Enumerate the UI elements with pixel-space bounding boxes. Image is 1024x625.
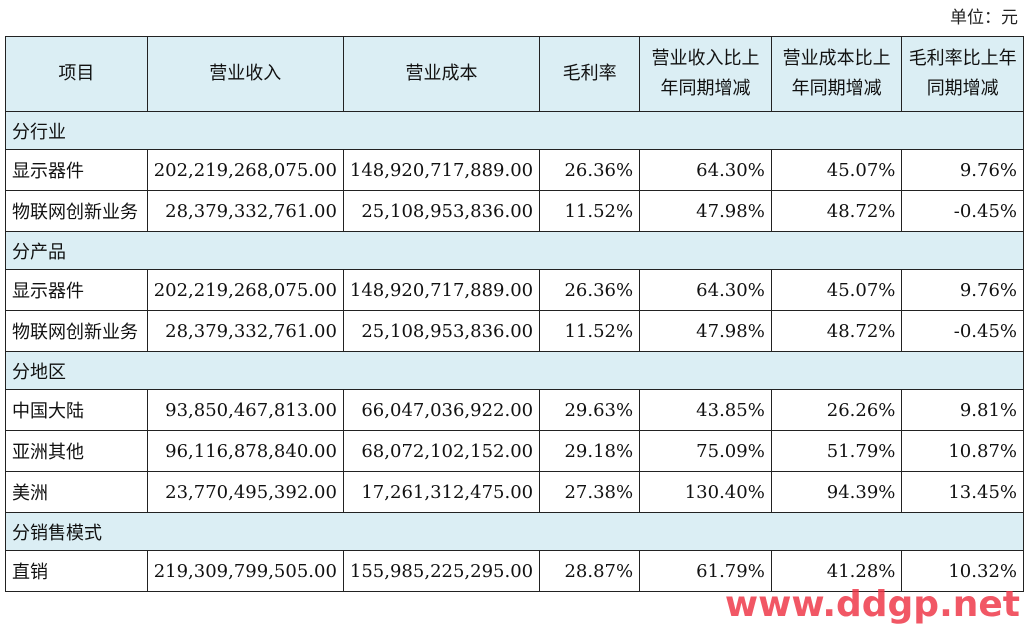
revenue-yoy-cell: 47.98% [639, 190, 772, 232]
cost-yoy-cell: 51.79% [770, 430, 903, 472]
cost-cell: 17,261,312,475.00 [342, 471, 541, 513]
section-row: 分地区 [5, 351, 1024, 390]
table-row: 亚洲其他 96,116,878,840.00 68,072,102,152.00 29… [5, 430, 1024, 472]
section-title: 分行业 [5, 111, 1024, 150]
header-item: 项目 [5, 36, 148, 112]
gross-margin-cell: 26.36% [539, 269, 641, 311]
margin-yoy-cell: 13.45% [901, 471, 1024, 513]
revenue-yoy-cell: 130.40% [639, 471, 772, 513]
header-revenue: 营业收入 [146, 36, 344, 112]
revenue-yoy-cell: 75.09% [639, 430, 772, 472]
cost-yoy-cell: 26.26% [770, 389, 903, 431]
gross-margin-cell: 28.87% [539, 550, 641, 592]
unit-label: 单位：元 [950, 8, 1018, 28]
cost-yoy-cell: 94.39% [770, 471, 903, 513]
table-row: 中国大陆 93,850,467,813.00 66,047,036,922.00 29… [5, 389, 1024, 431]
gross-margin-cell: 11.52% [539, 190, 641, 232]
revenue-cell: 93,850,467,813.00 [146, 389, 344, 431]
margin-yoy-cell: 9.76% [901, 149, 1024, 191]
revenue-cell: 96,116,878,840.00 [146, 430, 344, 472]
margin-yoy-cell: 9.76% [901, 269, 1024, 311]
header-margin-yoy: 毛利率比上年同期增减 [901, 36, 1024, 112]
revenue-yoy-cell: 64.30% [639, 149, 772, 191]
cost-cell: 148,920,717,889.00 [342, 269, 541, 311]
revenue-breakdown-table: 项目 营业收入 营业成本 毛利率 营业收入比上年同期增减 营业成本比上年同期增减… [5, 36, 1024, 592]
margin-yoy-cell: -0.45% [901, 310, 1024, 352]
item-name-cell: 亚洲其他 [5, 430, 148, 472]
table-row: 物联网创新业务 28,379,332,761.00 25,108,953,836.0… [5, 310, 1024, 352]
margin-yoy-cell: 10.87% [901, 430, 1024, 472]
revenue-cell: 28,379,332,761.00 [146, 310, 344, 352]
header-revenue-yoy: 营业收入比上年同期增减 [639, 36, 772, 112]
gross-margin-cell: 29.63% [539, 389, 641, 431]
revenue-cell: 28,379,332,761.00 [146, 190, 344, 232]
gross-margin-cell: 26.36% [539, 149, 641, 191]
revenue-cell: 202,219,268,075.00 [146, 149, 344, 191]
cost-yoy-cell: 48.72% [770, 310, 903, 352]
section-row: 分产品 [5, 231, 1024, 270]
header-cost-yoy: 营业成本比上年同期增减 [770, 36, 903, 112]
table-row: 直销 219,309,799,505.00 155,985,225,295.00 28… [5, 550, 1024, 592]
header-cost: 营业成本 [342, 36, 541, 112]
cost-yoy-cell: 48.72% [770, 190, 903, 232]
item-name-cell: 美洲 [5, 471, 148, 513]
cost-yoy-cell: 45.07% [770, 149, 903, 191]
cost-yoy-cell: 45.07% [770, 269, 903, 311]
revenue-cell: 219,309,799,505.00 [146, 550, 344, 592]
gross-margin-cell: 11.52% [539, 310, 641, 352]
cost-cell: 25,108,953,836.00 [342, 190, 541, 232]
section-row: 分销售模式 [5, 512, 1024, 551]
cost-cell: 155,985,225,295.00 [342, 550, 541, 592]
revenue-cell: 202,219,268,075.00 [146, 269, 344, 311]
header-gross-margin: 毛利率 [539, 36, 641, 112]
table-row: 美洲 23,770,495,392.00 17,261,312,475.00 27.3… [5, 471, 1024, 513]
cost-cell: 25,108,953,836.00 [342, 310, 541, 352]
watermark: www.ddgp.net [724, 584, 1020, 625]
cost-cell: 148,920,717,889.00 [342, 149, 541, 191]
item-name-cell: 中国大陆 [5, 389, 148, 431]
margin-yoy-cell: 9.81% [901, 389, 1024, 431]
item-name-cell: 显示器件 [5, 149, 148, 191]
margin-yoy-cell: -0.45% [901, 190, 1024, 232]
item-name-cell: 物联网创新业务 [5, 310, 148, 352]
section-row: 分行业 [5, 111, 1024, 150]
item-name-cell: 物联网创新业务 [5, 190, 148, 232]
table-row: 物联网创新业务 28,379,332,761.00 25,108,953,836.0… [5, 190, 1024, 232]
item-name-cell: 显示器件 [5, 269, 148, 311]
cost-cell: 68,072,102,152.00 [342, 430, 541, 472]
revenue-yoy-cell: 47.98% [639, 310, 772, 352]
section-title: 分销售模式 [5, 512, 1024, 551]
revenue-yoy-cell: 43.85% [639, 389, 772, 431]
margin-yoy-cell: 10.32% [901, 550, 1024, 592]
table-row: 显示器件 202,219,268,075.00 148,920,717,889.00… [5, 149, 1024, 191]
cost-cell: 66,047,036,922.00 [342, 389, 541, 431]
gross-margin-cell: 27.38% [539, 471, 641, 513]
section-title: 分产品 [5, 231, 1024, 270]
section-title: 分地区 [5, 351, 1024, 390]
item-name-cell: 直销 [5, 550, 148, 592]
revenue-yoy-cell: 64.30% [639, 269, 772, 311]
revenue-yoy-cell: 61.79% [639, 550, 772, 592]
gross-margin-cell: 29.18% [539, 430, 641, 472]
table-header-row: 项目 营业收入 营业成本 毛利率 营业收入比上年同期增减 营业成本比上年同期增减… [5, 36, 1024, 112]
revenue-cell: 23,770,495,392.00 [146, 471, 344, 513]
table-row: 显示器件 202,219,268,075.00 148,920,717,889.00… [5, 269, 1024, 311]
